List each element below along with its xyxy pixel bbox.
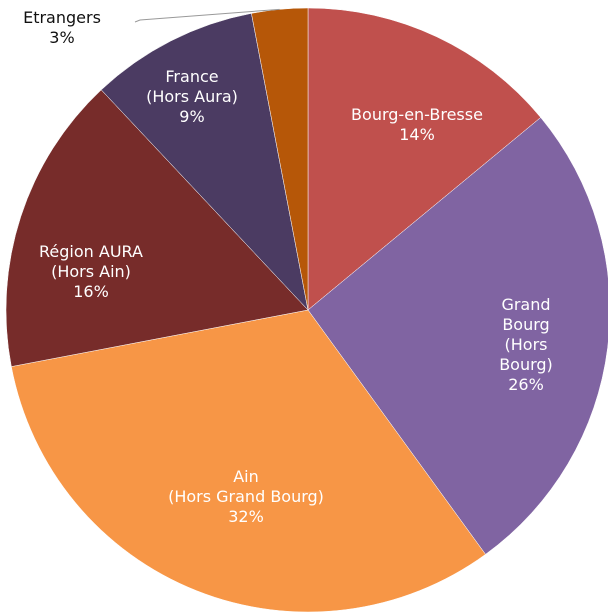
- slice-name: Ain (Hors Grand Bourg): [168, 467, 324, 506]
- slice-value-label: 26%: [508, 375, 544, 394]
- slice-name: Bourg-en-Bresse: [351, 105, 483, 124]
- pie-slice: [5, 89, 309, 367]
- slice-value-label: 16%: [73, 282, 109, 301]
- slice-name: Grand Bourg (Hors Bourg): [499, 295, 553, 374]
- slice-label: France (Hors Aura) 9%: [146, 67, 238, 127]
- slice-label: Etrangers 3%: [23, 8, 101, 48]
- slice-name: France (Hors Aura): [146, 67, 238, 106]
- pie-slice: [11, 309, 486, 612]
- slice-value-label: 14%: [399, 125, 435, 144]
- slice-label: Grand Bourg (Hors Bourg) 26%: [485, 295, 567, 395]
- slice-value-label: 9%: [179, 107, 205, 126]
- leader-line: [134, 8, 280, 23]
- slice-label: Ain (Hors Grand Bourg) 32%: [168, 467, 324, 527]
- slice-name: Etrangers: [23, 8, 101, 27]
- slice-name: Région AURA (Hors Ain): [39, 242, 143, 281]
- slice-value-label: 3%: [49, 28, 75, 47]
- slice-value-label: 32%: [228, 507, 264, 526]
- slice-label: Bourg-en-Bresse 14%: [351, 105, 483, 145]
- pie-slice: [307, 7, 542, 311]
- pie-slice: [251, 7, 309, 311]
- pie-slice: [100, 13, 309, 311]
- slice-label: Région AURA (Hors Ain) 16%: [39, 242, 143, 302]
